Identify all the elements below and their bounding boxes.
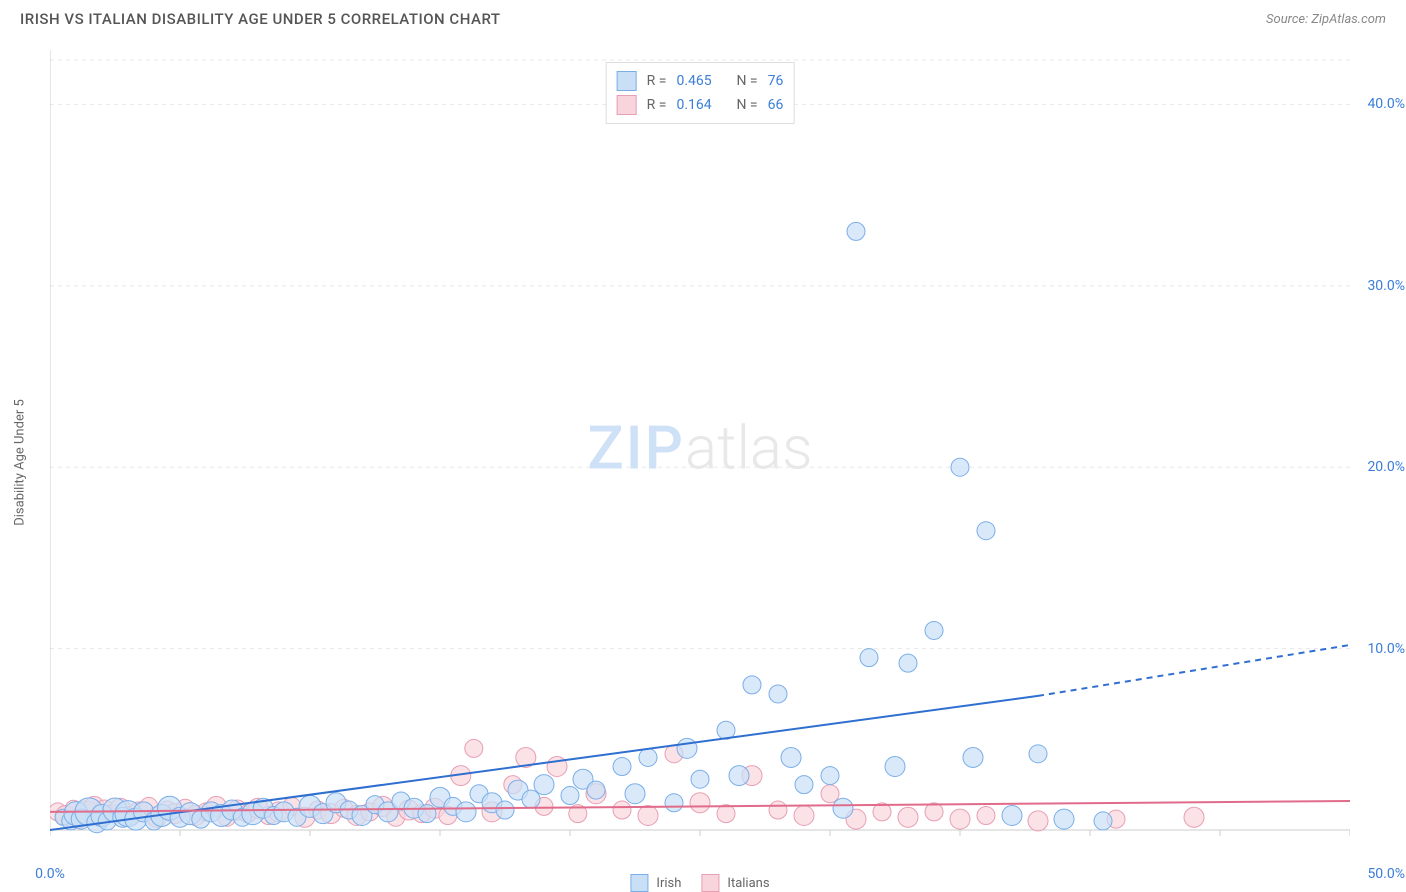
legend-correlation-row: R = 0.465 N = 76 bbox=[617, 69, 784, 93]
legend-series-item: Irish bbox=[630, 874, 681, 892]
legend-correlation-row: R = 0.164 N = 66 bbox=[617, 93, 784, 117]
chart-title: IRISH VS ITALIAN DISABILITY AGE UNDER 5 … bbox=[20, 10, 501, 28]
y-tick-label: 20.0% bbox=[1367, 459, 1405, 475]
chart-source: Source: ZipAtlas.com bbox=[1266, 12, 1386, 27]
legend-series: Irish Italians bbox=[630, 874, 769, 892]
legend-correlation: R = 0.465 N = 76 R = 0.164 N = 66 bbox=[606, 62, 795, 124]
y-axis-label: Disability Age Under 5 bbox=[13, 399, 28, 526]
legend-series-label: Irish bbox=[656, 876, 681, 891]
x-tick-label: 50.0% bbox=[1367, 866, 1405, 882]
scatter-plot bbox=[50, 50, 1350, 860]
legend-n-label: N = bbox=[736, 73, 757, 89]
y-tick-label: 10.0% bbox=[1367, 641, 1405, 657]
x-tick-label: 0.0% bbox=[35, 866, 65, 882]
chart-area: Disability Age Under 5 ZIPatlas R = 0.46… bbox=[50, 50, 1350, 860]
legend-series-label: Italians bbox=[727, 876, 769, 891]
y-tick-label: 30.0% bbox=[1367, 278, 1405, 294]
legend-swatch bbox=[617, 71, 637, 91]
y-tick-label: 40.0% bbox=[1367, 96, 1405, 112]
legend-n-value: 66 bbox=[768, 97, 784, 113]
legend-r-label: R = bbox=[647, 97, 667, 113]
legend-swatch bbox=[617, 95, 637, 115]
legend-swatch bbox=[630, 874, 648, 892]
legend-r-label: R = bbox=[647, 73, 667, 89]
chart-header: IRISH VS ITALIAN DISABILITY AGE UNDER 5 … bbox=[0, 0, 1406, 38]
legend-swatch bbox=[701, 874, 719, 892]
legend-series-item: Italians bbox=[701, 874, 769, 892]
legend-n-label: N = bbox=[736, 97, 757, 113]
legend-n-value: 76 bbox=[768, 73, 784, 89]
legend-r-value: 0.164 bbox=[676, 97, 726, 113]
legend-r-value: 0.465 bbox=[676, 73, 726, 89]
